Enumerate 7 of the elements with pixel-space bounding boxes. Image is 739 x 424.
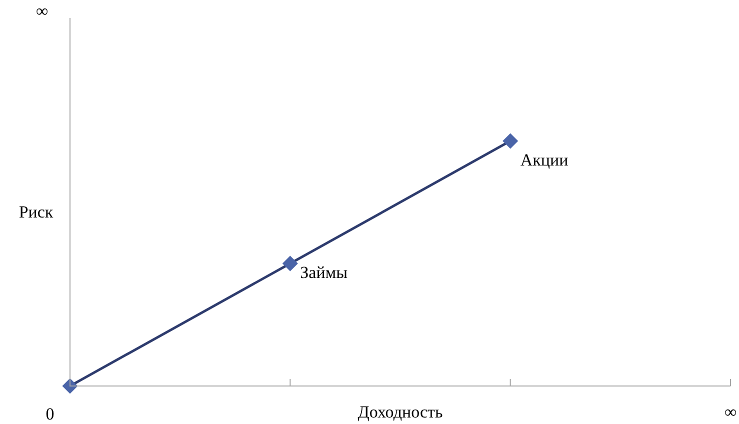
- x-axis-title: Доходность: [358, 402, 443, 422]
- text: 0: [46, 404, 54, 424]
- text: ∞: [724, 402, 737, 422]
- text: ∞: [36, 1, 48, 20]
- annotation: Акции: [520, 150, 568, 170]
- y-axis-title: Риск: [18, 202, 54, 222]
- annotation: Займы: [300, 262, 348, 282]
